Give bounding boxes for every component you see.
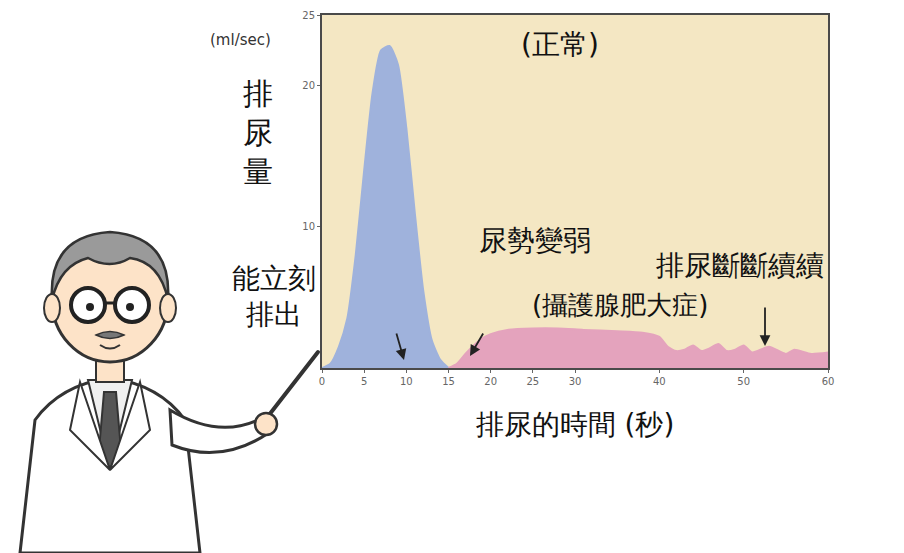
svg-text:(正常): (正常) xyxy=(521,28,599,61)
svg-text:20: 20 xyxy=(302,80,315,91)
svg-text:25: 25 xyxy=(302,10,315,21)
svg-text:0: 0 xyxy=(319,376,325,387)
svg-text:30: 30 xyxy=(569,376,582,387)
svg-text:40: 40 xyxy=(653,376,666,387)
svg-text:(ml/sec): (ml/sec) xyxy=(210,31,271,49)
svg-text:25: 25 xyxy=(526,376,539,387)
svg-text:能立刻排出: 能立刻排出 xyxy=(232,262,316,331)
svg-text:尿勢變弱: 尿勢變弱 xyxy=(479,224,591,257)
svg-text:(攝護腺肥大症): (攝護腺肥大症) xyxy=(532,290,708,320)
svg-text:排尿斷斷續續: 排尿斷斷續續 xyxy=(656,249,824,282)
svg-text:60: 60 xyxy=(822,376,835,387)
svg-text:10: 10 xyxy=(302,221,315,232)
svg-text:20: 20 xyxy=(484,376,497,387)
svg-text:排尿的時間 (秒): 排尿的時間 (秒) xyxy=(476,408,675,441)
svg-text:15: 15 xyxy=(442,376,455,387)
svg-text:10: 10 xyxy=(400,376,413,387)
svg-text:排尿量: 排尿量 xyxy=(243,76,273,189)
svg-text:5: 5 xyxy=(361,376,367,387)
svg-text:50: 50 xyxy=(737,376,750,387)
